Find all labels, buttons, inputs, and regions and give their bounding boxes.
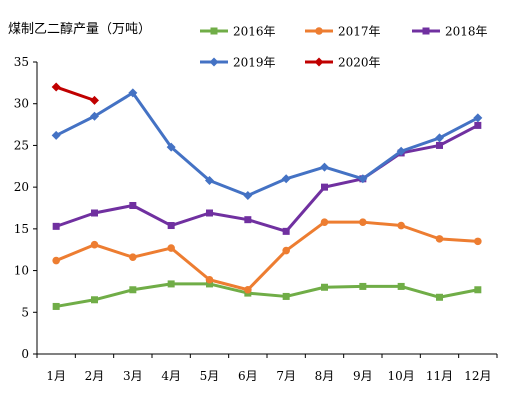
data-point <box>244 216 252 224</box>
data-point <box>167 222 175 230</box>
x-tick-label: 7月 <box>276 369 296 383</box>
data-point <box>90 111 99 121</box>
data-point <box>52 222 60 230</box>
x-tick-label: 3月 <box>123 369 143 383</box>
x-tick-label: 6月 <box>238 369 258 383</box>
y-tick-label: 5 <box>21 305 29 319</box>
legend-marker <box>422 27 430 35</box>
data-point <box>282 227 290 235</box>
legend-item: 2017年 <box>305 25 381 39</box>
data-point <box>474 121 482 129</box>
legend-item: 2018年 <box>412 25 488 39</box>
y-tick-label: 25 <box>14 138 29 152</box>
series-line <box>54 220 480 292</box>
data-point <box>129 286 137 294</box>
data-point <box>282 292 290 300</box>
series-2020年 <box>51 82 99 105</box>
legend-label: 2018年 <box>445 25 488 39</box>
data-point <box>167 244 175 252</box>
data-point <box>320 218 329 226</box>
data-point <box>90 95 99 105</box>
legend-item: 2016年 <box>200 25 276 39</box>
legend-label: 2016年 <box>233 25 276 39</box>
x-tick-label: 8月 <box>315 369 335 383</box>
data-point <box>321 283 328 291</box>
data-point <box>321 183 328 191</box>
data-point <box>281 174 291 184</box>
data-point <box>435 133 444 143</box>
legend: 2016年 2017年 2018年 2019年 2020年 <box>200 25 488 70</box>
data-point <box>52 256 60 265</box>
data-point <box>51 82 61 92</box>
x-tick-label: 10月 <box>388 369 415 383</box>
series-2017年 <box>52 218 482 294</box>
data-point <box>244 285 252 294</box>
legend-label: 2020年 <box>338 56 381 70</box>
legend-item: 2020年 <box>305 56 381 70</box>
data-point <box>320 162 329 172</box>
data-point <box>243 190 253 200</box>
series-line <box>54 123 480 233</box>
data-point <box>166 142 176 152</box>
data-point <box>167 280 175 288</box>
data-point <box>205 275 214 284</box>
data-point <box>128 88 138 98</box>
data-point <box>435 235 444 243</box>
legend-marker <box>314 57 324 67</box>
x-tick-label: 5月 <box>200 369 220 383</box>
data-point <box>359 282 367 290</box>
axes: 0 5 10 15 20 25 30 35 1月 2月 3月 4月 5月 6月 7月 8月 9月 10月 11月 12… <box>14 55 498 383</box>
series-line <box>54 282 480 308</box>
data-point <box>397 221 405 230</box>
data-point <box>397 282 405 290</box>
legend-item: 2019年 <box>200 56 276 70</box>
data-point <box>282 246 290 255</box>
data-point <box>359 218 367 226</box>
y-tick-label: 15 <box>14 222 29 236</box>
series-layer <box>51 82 483 310</box>
legend-marker <box>210 27 218 35</box>
data-point <box>206 209 213 217</box>
x-tick-label: 1月 <box>46 369 66 383</box>
data-point <box>90 240 99 249</box>
series-2018年 <box>52 121 482 235</box>
data-point <box>436 293 443 301</box>
data-point <box>129 253 137 262</box>
data-point <box>52 302 60 310</box>
data-point <box>206 280 213 288</box>
series-2016年 <box>52 280 482 310</box>
series-line <box>54 85 96 102</box>
data-point <box>474 237 482 246</box>
legend-label: 2019年 <box>233 56 276 70</box>
data-point <box>473 113 483 123</box>
data-point <box>91 209 98 217</box>
data-point <box>129 201 137 209</box>
y-tick-label: 20 <box>14 180 29 194</box>
y-tick-label: 35 <box>14 55 29 69</box>
data-point <box>396 146 406 156</box>
y-axis-label: 煤制乙二醇产量（万吨） <box>8 22 152 37</box>
y-tick-label: 30 <box>14 97 29 111</box>
x-tick-label: 9月 <box>353 369 373 383</box>
data-point <box>51 130 61 140</box>
x-tick-label: 11月 <box>426 369 453 383</box>
legend-label: 2017年 <box>338 25 381 39</box>
x-tick-label: 4月 <box>161 369 181 383</box>
legend-marker <box>209 57 219 67</box>
legend-marker <box>315 27 323 35</box>
x-tick-label: 2月 <box>85 369 105 383</box>
y-tick-label: 0 <box>21 347 29 361</box>
data-point <box>91 296 98 304</box>
data-point <box>474 286 482 294</box>
series-2019年 <box>51 88 483 200</box>
x-tick-label: 12月 <box>464 369 491 383</box>
data-point <box>358 174 368 184</box>
data-point <box>205 175 214 185</box>
series-line <box>54 91 480 197</box>
data-point <box>436 141 443 149</box>
y-tick-label: 10 <box>14 264 29 278</box>
